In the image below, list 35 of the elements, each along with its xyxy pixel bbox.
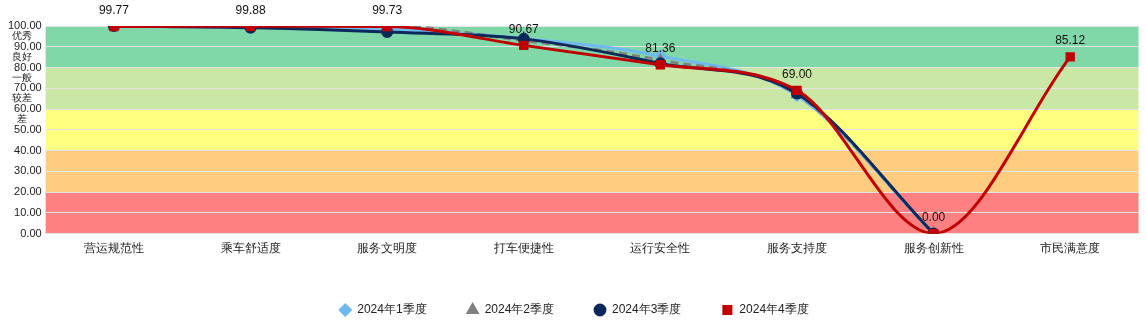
y-tick-label: 0.00 — [20, 226, 42, 239]
data-label: 69.00 — [781, 66, 813, 81]
x-tick-label: 服务文明度 — [357, 241, 418, 256]
x-tick-label: 运行安全性 — [630, 241, 691, 256]
data-label: 99.77 — [98, 2, 130, 17]
y-tick-label: 20.00 — [14, 185, 42, 198]
x-tick-label: 乘车舒适度 — [220, 241, 281, 256]
y-tick-label: 50.00 — [14, 122, 42, 135]
y-tick-label: 40.00 — [14, 143, 42, 156]
x-tick-label: 服务创新性 — [903, 241, 964, 256]
x-tick-label: 服务支持度 — [766, 241, 827, 256]
data-label: 85.12 — [1055, 33, 1086, 48]
legend-label: 2024年4季度 — [739, 302, 809, 317]
data-label: 90.67 — [508, 21, 540, 36]
y-tick-label: 10.00 — [14, 205, 42, 218]
legend-label: 2024年1季度 — [357, 302, 427, 317]
legend-label: 2024年3季度 — [612, 302, 682, 317]
legend-label: 2024年2季度 — [484, 302, 555, 317]
band-label: 差 — [17, 113, 27, 125]
y-tick-label: 30.00 — [14, 164, 42, 177]
y-tick-label: 70.00 — [14, 81, 42, 94]
y-tick-label: 80.00 — [14, 60, 42, 73]
band-label: 优秀 — [12, 30, 32, 42]
x-tick-label: 市民满意度 — [1040, 241, 1101, 256]
data-label: 81.36 — [645, 41, 676, 56]
band-label: 较差 — [12, 92, 32, 104]
y-tick-label: 100.00 — [7, 19, 42, 32]
data-label: 99.88 — [235, 2, 266, 17]
band-label: 一般 — [12, 71, 32, 83]
band-label: 良好 — [12, 50, 32, 62]
x-tick-label: 营运规范性 — [83, 241, 144, 256]
x-tick-label: 打车便捷性 — [492, 241, 554, 256]
data-label: 99.73 — [372, 2, 403, 17]
y-tick-label: 60.00 — [14, 102, 42, 115]
data-label: 0.00 — [921, 209, 946, 224]
